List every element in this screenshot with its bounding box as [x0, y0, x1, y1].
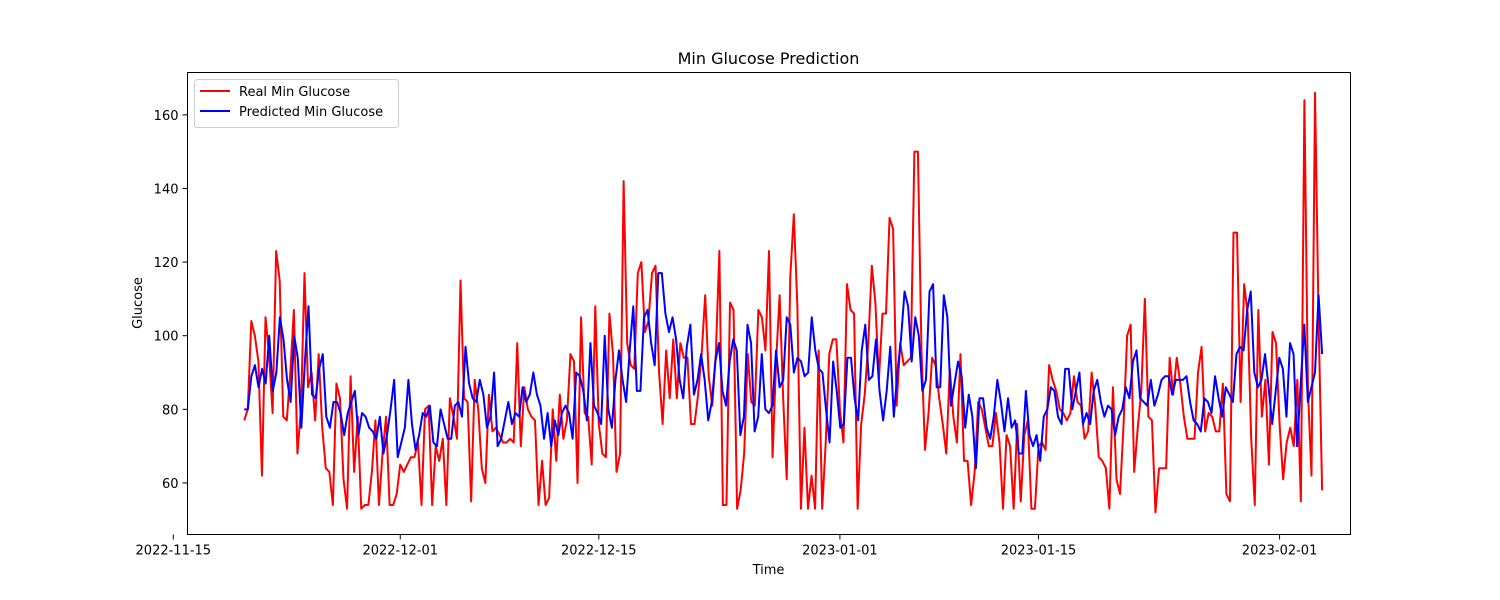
series-line-real	[243, 91, 1324, 514]
y-tick-label: 80	[162, 403, 179, 418]
x-tick-label: 2022-11-15	[136, 544, 212, 559]
y-tick-label: 120	[154, 256, 179, 271]
plot-frame	[187, 72, 1351, 535]
legend-label-predicted: Predicted Min Glucose	[239, 105, 383, 120]
chart-title: Min Glucose Prediction	[678, 49, 860, 68]
x-tick-label: 2022-12-01	[362, 544, 438, 559]
legend-box	[194, 79, 399, 128]
legend-label-real: Real Min Glucose	[239, 85, 350, 100]
y-tick-label: 100	[154, 330, 179, 345]
x-tick-label: 2023-02-01	[1242, 544, 1318, 559]
x-tick-label: 2022-12-15	[561, 544, 637, 559]
y-axis-label: Glucose	[131, 277, 146, 329]
y-tick-label: 160	[154, 109, 179, 124]
series-line-predicted	[244, 272, 1324, 470]
x-axis-label: Time	[752, 563, 785, 578]
x-tick-label: 2023-01-15	[1001, 544, 1077, 559]
y-tick-label: 140	[154, 182, 179, 197]
legend: Real Min Glucose Predicted Min Glucose	[194, 79, 399, 128]
series-layer	[243, 91, 1324, 514]
x-tick-label: 2023-01-01	[802, 544, 878, 559]
y-tick-label: 60	[162, 477, 179, 492]
x-axis: 2022-11-15 2022-12-01 2022-12-15 2023-01-01…	[136, 534, 1318, 559]
plot-area	[187, 72, 1351, 535]
y-axis: 60 80 100 120 140 160	[154, 109, 188, 492]
